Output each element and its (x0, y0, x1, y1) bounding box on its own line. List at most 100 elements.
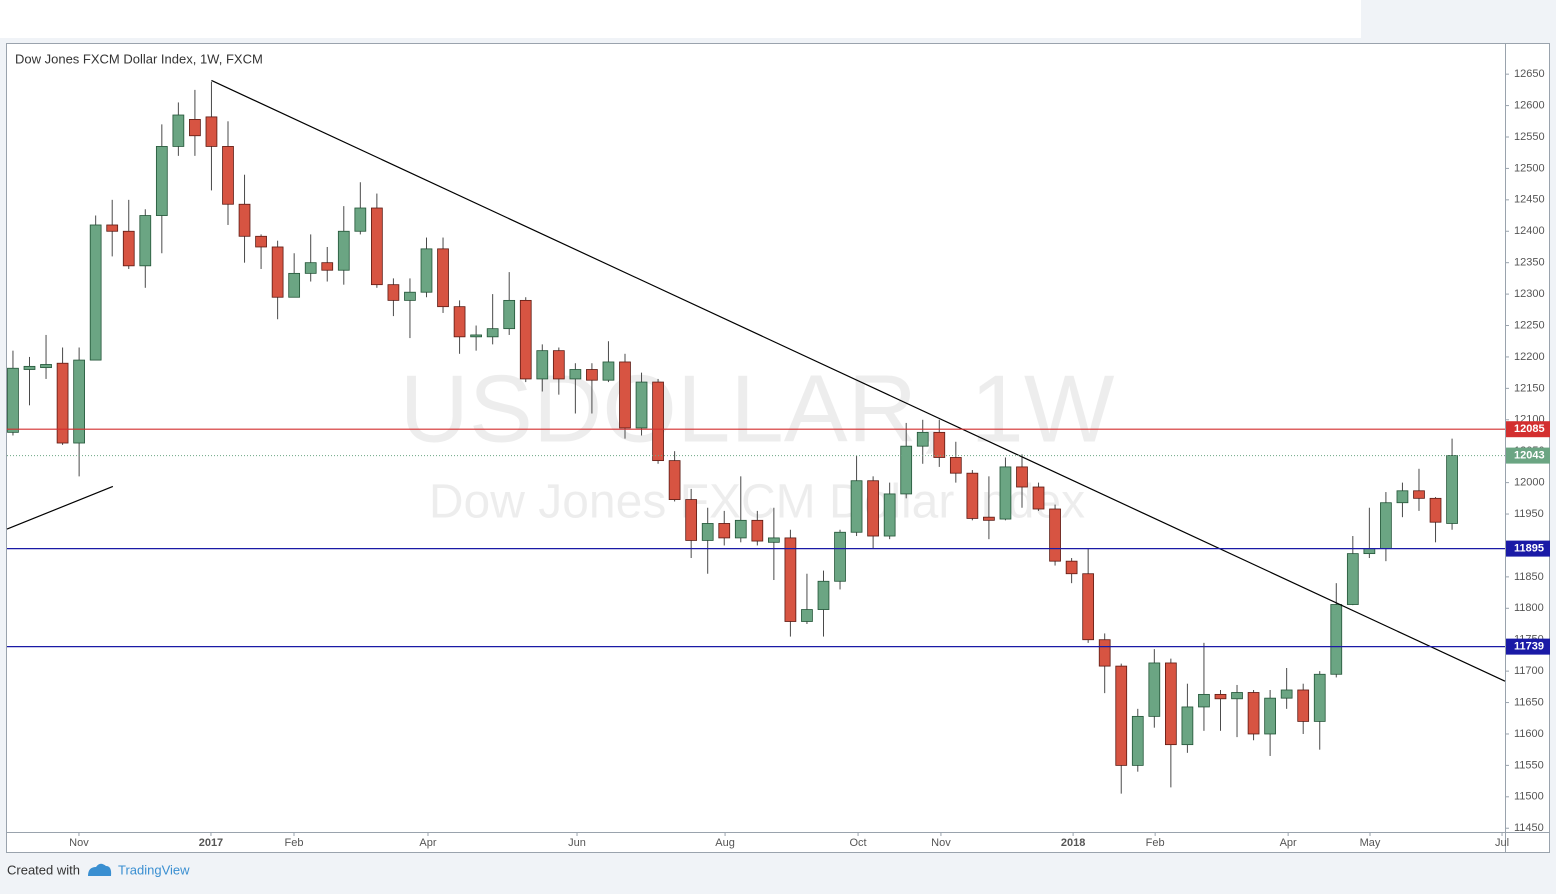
level-label: 12085 (1514, 423, 1545, 435)
candle-body (1198, 693, 1210, 708)
candle-body (387, 284, 400, 301)
candle-body (1313, 673, 1326, 722)
x-tick-label: Nov (931, 837, 951, 849)
candle-body (1131, 715, 1144, 766)
x-tick-label: 2017 (199, 837, 223, 849)
x-tick-label: Apr (1280, 837, 1297, 849)
candle-body (1082, 573, 1095, 641)
candle-body (89, 224, 102, 361)
candle-body (734, 519, 747, 539)
candle-body (288, 272, 301, 298)
candle-body (883, 493, 896, 537)
y-tick-label: 11600 (1514, 728, 1544, 740)
candle-body (238, 203, 251, 237)
candle-body (552, 350, 565, 380)
candle-body (900, 445, 913, 495)
candle-body (784, 537, 797, 622)
candle-body (586, 369, 598, 381)
candle-body (519, 299, 532, 380)
x-tick-label: Jun (568, 837, 586, 849)
candle-body (337, 230, 350, 271)
candle-body (304, 262, 317, 274)
candle-body (933, 431, 946, 458)
candle-body (999, 466, 1012, 520)
candle-body (1181, 706, 1194, 746)
footer: Created with (7, 862, 80, 877)
candle-body (635, 381, 648, 429)
y-tick-label: 11800 (1514, 602, 1544, 614)
y-tick-label: 12600 (1514, 99, 1545, 111)
candle-body (222, 146, 234, 205)
candle-body (271, 246, 284, 298)
candle-body (255, 235, 267, 248)
candle-body (122, 230, 135, 267)
y-tick-label: 11850 (1514, 571, 1544, 583)
candle-body (619, 361, 631, 429)
candle-body (73, 359, 85, 444)
x-tick-label: Nov (69, 837, 89, 849)
candle-body (470, 334, 482, 338)
candle-body (1446, 455, 1458, 524)
logo-icon (88, 863, 112, 876)
candle-body (1065, 560, 1078, 575)
y-tick-label: 12150 (1514, 382, 1545, 394)
candle-body (817, 580, 830, 610)
candle-body (668, 460, 681, 500)
level-label-bg (1506, 540, 1550, 557)
chart-title: Dow Jones FXCM Dollar Index, 1W, FXCM (15, 51, 263, 66)
x-tick-label: Oct (849, 837, 866, 849)
candle-body (1016, 466, 1028, 488)
x-tick-label: Feb (285, 837, 304, 849)
candle-body (1115, 665, 1128, 766)
candle-body (1098, 639, 1111, 667)
level-label: 12043 (1514, 450, 1545, 462)
candle-body (404, 291, 416, 301)
candle-body (437, 248, 449, 308)
y-tick-label: 11550 (1514, 759, 1544, 771)
y-tick-label: 11500 (1514, 791, 1544, 803)
candle-body (801, 609, 813, 622)
level-label: 11895 (1514, 543, 1544, 555)
candle-body (701, 523, 714, 541)
y-tick-label: 12500 (1514, 162, 1545, 174)
candle-body (371, 207, 383, 286)
level-label-bg (1506, 638, 1550, 655)
y-tick-label: 11950 (1514, 508, 1544, 520)
candle-body (486, 328, 499, 338)
level-label-bg (1506, 421, 1550, 438)
x-tick-label: Apr (419, 837, 436, 849)
y-tick-label: 12200 (1514, 351, 1545, 363)
candle-body (7, 367, 19, 433)
candle-body (1297, 689, 1310, 722)
y-tick-label: 12250 (1514, 319, 1545, 331)
brand[interactable]: TradingView (118, 862, 190, 877)
candle-body (1214, 693, 1227, 700)
y-tick-label: 12650 (1514, 68, 1545, 80)
candle-body (718, 523, 731, 539)
candle-body (685, 499, 698, 541)
candle-body (1032, 486, 1045, 510)
candle-body (1429, 497, 1442, 523)
level-label: 11739 (1514, 641, 1544, 653)
candle-body (602, 361, 615, 381)
candle-body (536, 350, 549, 380)
candle-body (172, 114, 185, 147)
plot-frame (6, 43, 1550, 853)
candle-body (354, 207, 367, 232)
candle-body (1231, 692, 1243, 700)
y-tick-label: 12300 (1514, 288, 1545, 300)
x-tick-label: Jul (1495, 837, 1509, 849)
trendline (211, 79, 1506, 682)
y-tick-label: 11450 (1514, 822, 1544, 834)
candle-body (1148, 662, 1161, 717)
candle-body (1280, 689, 1293, 699)
candle-body (139, 215, 152, 267)
y-tick-label: 11650 (1514, 696, 1544, 708)
candle-body (321, 262, 334, 271)
x-tick-label: May (1360, 837, 1381, 849)
candle-body (1330, 604, 1343, 675)
candle-body (949, 457, 962, 474)
candle-body (106, 224, 119, 232)
candle-body (916, 431, 929, 447)
